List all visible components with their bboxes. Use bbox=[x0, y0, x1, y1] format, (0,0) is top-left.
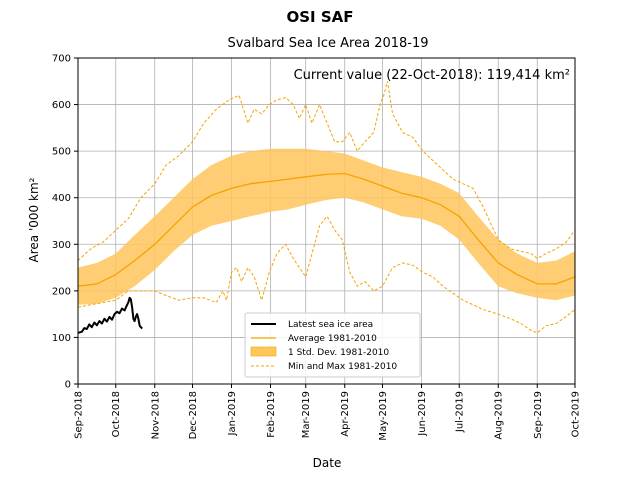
y-axis-label: Area '000 km² bbox=[27, 177, 41, 262]
x-tick-label: Sep-2018 bbox=[74, 391, 85, 439]
y-tick-label: 400 bbox=[52, 193, 71, 204]
y-tick-label: 300 bbox=[52, 240, 71, 251]
y-axis-ticks: 0 100 200 300 400 500 600 700 bbox=[52, 54, 78, 391]
y-tick-label: 700 bbox=[52, 54, 71, 65]
legend-latest-label: Latest sea ice area bbox=[288, 320, 373, 330]
x-axis-ticks: Sep-2018 Oct-2018 Nov-2018 Dec-2018 Jan-2019… bbox=[74, 384, 582, 441]
chart-title: OSI SAF bbox=[286, 8, 353, 26]
chart-subtitle: Svalbard Sea Ice Area 2018-19 bbox=[227, 36, 428, 51]
x-tick-label: Jul-2019 bbox=[455, 391, 466, 433]
x-tick-label: Apr-2019 bbox=[340, 391, 351, 437]
y-tick-label: 500 bbox=[52, 147, 71, 158]
average-line bbox=[77, 172, 576, 287]
x-tick-label: Dec-2018 bbox=[188, 391, 199, 439]
x-tick-label: Oct-2018 bbox=[111, 391, 122, 437]
x-tick-label: Feb-2019 bbox=[266, 391, 277, 438]
legend-average-label: Average 1981-2010 bbox=[288, 334, 377, 344]
x-tick-label: Jun-2019 bbox=[417, 391, 428, 437]
max-line bbox=[77, 81, 576, 261]
x-tick-label: Nov-2018 bbox=[150, 391, 161, 439]
x-tick-label: Aug-2019 bbox=[494, 391, 505, 440]
std-dev-band-area bbox=[78, 148, 575, 305]
current-value-annotation: Current value (22-Oct-2018): 119,414 km² bbox=[294, 68, 570, 83]
plot-frame bbox=[77, 57, 576, 385]
legend-std-label: 1 Std. Dev. 1981-2010 bbox=[288, 348, 389, 358]
x-axis-label: Date bbox=[313, 456, 342, 470]
x-tick-label: Sep-2019 bbox=[533, 391, 544, 439]
legend: Latest sea ice area Average 1981-2010 1 … bbox=[244, 312, 421, 378]
data-series bbox=[77, 81, 576, 334]
latest-line bbox=[77, 296, 143, 334]
x-tick-label: Mar-2019 bbox=[301, 391, 312, 438]
y-tick-label: 100 bbox=[52, 333, 71, 344]
legend-std-swatch bbox=[250, 346, 277, 357]
min-line bbox=[77, 215, 576, 334]
x-tick-label: Jan-2019 bbox=[227, 391, 238, 436]
x-tick-label: Oct-2019 bbox=[571, 391, 582, 437]
legend-minmax-label: Min and Max 1981-2010 bbox=[288, 362, 397, 372]
std-dev-band bbox=[78, 148, 575, 305]
y-tick-label: 0 bbox=[65, 380, 71, 391]
x-tick-label: May-2019 bbox=[378, 391, 389, 441]
y-tick-label: 200 bbox=[52, 286, 71, 297]
legend-box bbox=[244, 312, 421, 378]
y-tick-label: 600 bbox=[52, 100, 71, 111]
